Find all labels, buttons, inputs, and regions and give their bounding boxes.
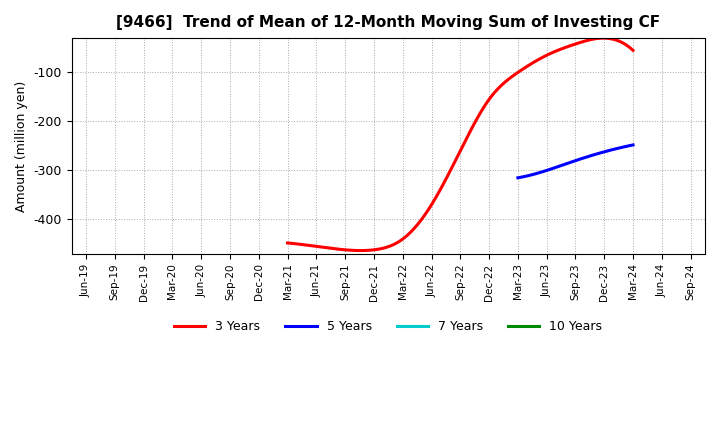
Legend: 3 Years, 5 Years, 7 Years, 10 Years: 3 Years, 5 Years, 7 Years, 10 Years [169,315,608,338]
Y-axis label: Amount (million yen): Amount (million yen) [15,81,28,212]
Title: [9466]  Trend of Mean of 12-Month Moving Sum of Investing CF: [9466] Trend of Mean of 12-Month Moving … [116,15,660,30]
